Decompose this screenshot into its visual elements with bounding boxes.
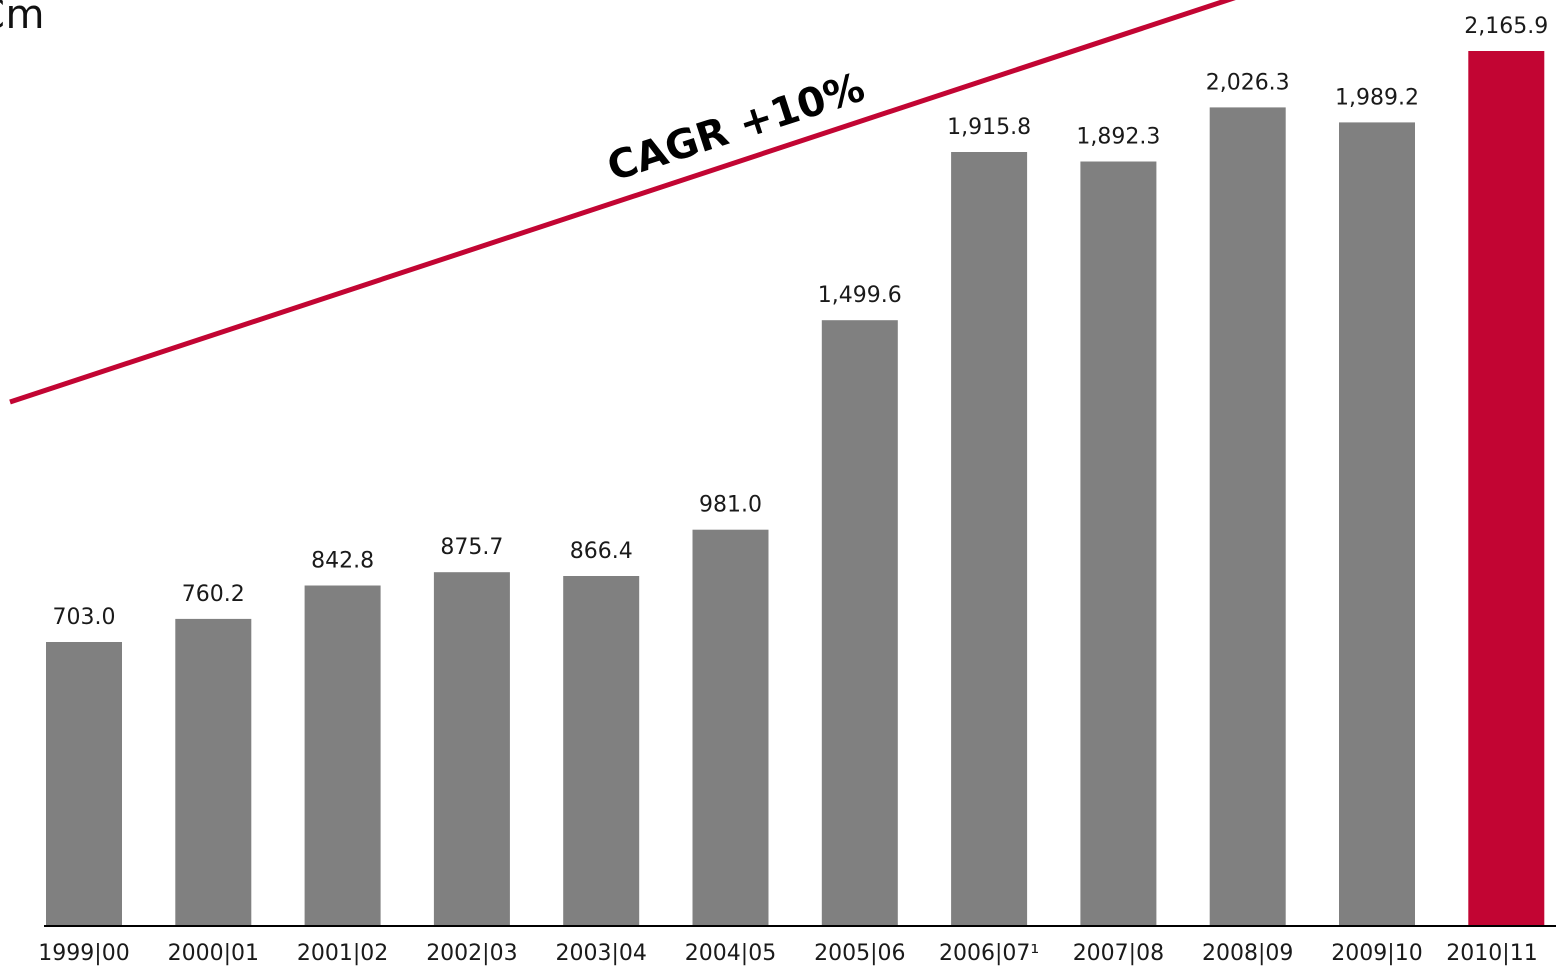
bar-8: [1080, 161, 1157, 926]
value-labels-group: 703.0 760.2 842.8 875.7 866.4 981.0 1,499.6 1,9…: [53, 14, 1549, 630]
bar-10: [1339, 122, 1415, 926]
value-label-8: 1,892.3: [1076, 125, 1160, 150]
x-tick-label-11: 2010|11: [1446, 941, 1537, 966]
x-tick-label-9: 2008|09: [1202, 941, 1293, 966]
x-tick-label-6: 2005|06: [814, 941, 905, 966]
value-label-7: 1,915.8: [947, 115, 1031, 140]
value-label-4: 866.4: [570, 539, 633, 564]
value-label-5: 981.0: [699, 493, 762, 518]
trend-group: CAGR +10%: [9, 0, 1236, 405]
x-tick-label-1: 2000|01: [168, 941, 259, 966]
x-tick-label-7: 2006|07¹: [939, 941, 1039, 966]
bar-6: [821, 320, 898, 926]
bar-7: [951, 152, 1028, 926]
bar-3: [433, 572, 510, 926]
value-label-2: 842.8: [311, 549, 374, 574]
x-tick-label-4: 2003|04: [555, 941, 646, 966]
bar-0: [46, 642, 122, 926]
bar-2: [304, 585, 381, 926]
value-label-11: 2,165.9: [1464, 14, 1548, 39]
x-tick-label-3: 2002|03: [426, 941, 517, 966]
x-tick-label-8: 2007|08: [1073, 941, 1164, 966]
x-tick-label-2: 2001|02: [297, 941, 388, 966]
value-label-6: 1,499.6: [818, 283, 902, 308]
x-tick-label-10: 2009|10: [1331, 941, 1422, 966]
bar-5: [692, 529, 769, 926]
x-tick-labels-group: 1999|00 2000|01 2001|02 2002|03 2003|04 2004|…: [38, 941, 1537, 966]
value-label-3: 875.7: [440, 535, 503, 560]
value-label-1: 760.2: [182, 582, 245, 607]
bar-1: [175, 618, 252, 926]
x-tick-label-0: 1999|00: [38, 941, 129, 966]
bar-11: [1468, 51, 1545, 926]
bars-group: [46, 51, 1545, 926]
cagr-annotation: CAGR +10%: [602, 64, 870, 190]
value-label-9: 2,026.3: [1206, 70, 1290, 95]
value-label-0: 703.0: [53, 605, 116, 630]
unit-label: €m: [0, 0, 45, 38]
bar-4: [563, 576, 640, 926]
value-label-10: 1,989.2: [1335, 85, 1419, 110]
cagr-trend-line: [9, 0, 1236, 405]
bar-9: [1209, 107, 1286, 926]
x-tick-label-5: 2004|05: [685, 941, 776, 966]
